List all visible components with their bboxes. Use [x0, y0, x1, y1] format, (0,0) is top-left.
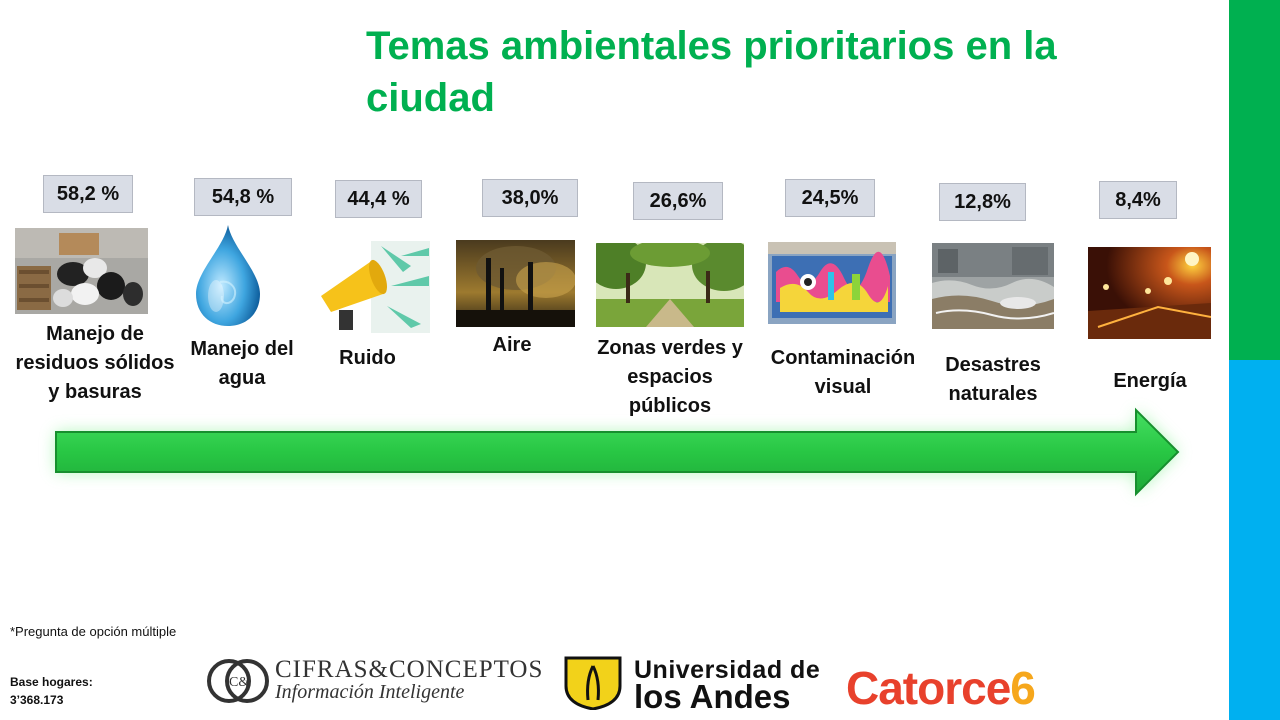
topic-label-agua: Manejo del agua	[190, 338, 294, 389]
uniandes-line2: los Andes	[634, 678, 791, 715]
flood-photo	[932, 243, 1054, 329]
cifras-mark-text: C&	[229, 675, 249, 690]
megaphone-icon	[311, 236, 430, 333]
uniandes-line1: Universidad de	[634, 656, 821, 684]
air-pollution-photo	[456, 240, 575, 327]
graffiti-photo	[768, 242, 896, 324]
garbage-photo	[15, 228, 148, 314]
side-bar-green	[1229, 0, 1280, 360]
topic-label-contaminacion: Contaminación visual	[770, 347, 916, 398]
percent-box-contaminacion: 24,5%	[785, 179, 875, 217]
water-drop-icon	[190, 222, 265, 328]
topic-label-desastres: Desastres naturales	[945, 354, 1041, 405]
percent-box-energia: 8,4%	[1099, 181, 1177, 219]
park-photo	[596, 243, 744, 327]
cifras-main-text: CIFRAS&CONCEPTOS	[275, 656, 544, 683]
topic-label-aire: Aire	[492, 334, 532, 356]
topic-label-energia: Energía	[1113, 370, 1187, 392]
base-label: Base hogares:	[10, 675, 93, 689]
percent-box-agua: 54,8 %	[194, 178, 292, 216]
percent-box-aire: 38,0%	[482, 179, 578, 217]
percent-box-ruido: 44,4 %	[335, 180, 422, 218]
uniandes-shield-icon	[564, 656, 622, 710]
base-value: 3’368.173	[10, 693, 64, 707]
footnote: *Pregunta de opción múltiple	[10, 624, 177, 639]
catorce6-logo: Catorce6	[846, 660, 1036, 716]
topic-label-ruido: Ruido	[339, 347, 396, 369]
slide-title: Temas ambientales prioritarios en la ciu…	[366, 24, 1057, 120]
cifras-mark-icon: C&	[207, 659, 269, 703]
catorce-text: Catorce	[846, 662, 1011, 714]
topic-label-residuos: Manejo de residuos sólidos y basuras	[15, 323, 175, 403]
cifras-sub-text: Información Inteligente	[275, 681, 465, 703]
percent-box-desastres: 12,8%	[939, 183, 1026, 221]
cifras-conceptos-logo: C& CIFRAS&CONCEPTOS Información Intelige…	[207, 654, 542, 708]
base-hogares: Base hogares: 3’368.173	[10, 673, 93, 709]
uniandes-logo: Universidad de los Andes	[562, 656, 822, 715]
timeline-arrow	[55, 407, 1180, 497]
side-bar-blue	[1229, 360, 1280, 720]
city-lights-photo	[1088, 247, 1211, 339]
percent-box-zonas-verdes: 26,6%	[633, 182, 723, 220]
percent-box-residuos: 58,2 %	[43, 175, 133, 213]
catorce-number: 6	[1010, 662, 1036, 714]
topic-label-zonas-verdes: Zonas verdes y espacios públicos	[597, 337, 743, 417]
